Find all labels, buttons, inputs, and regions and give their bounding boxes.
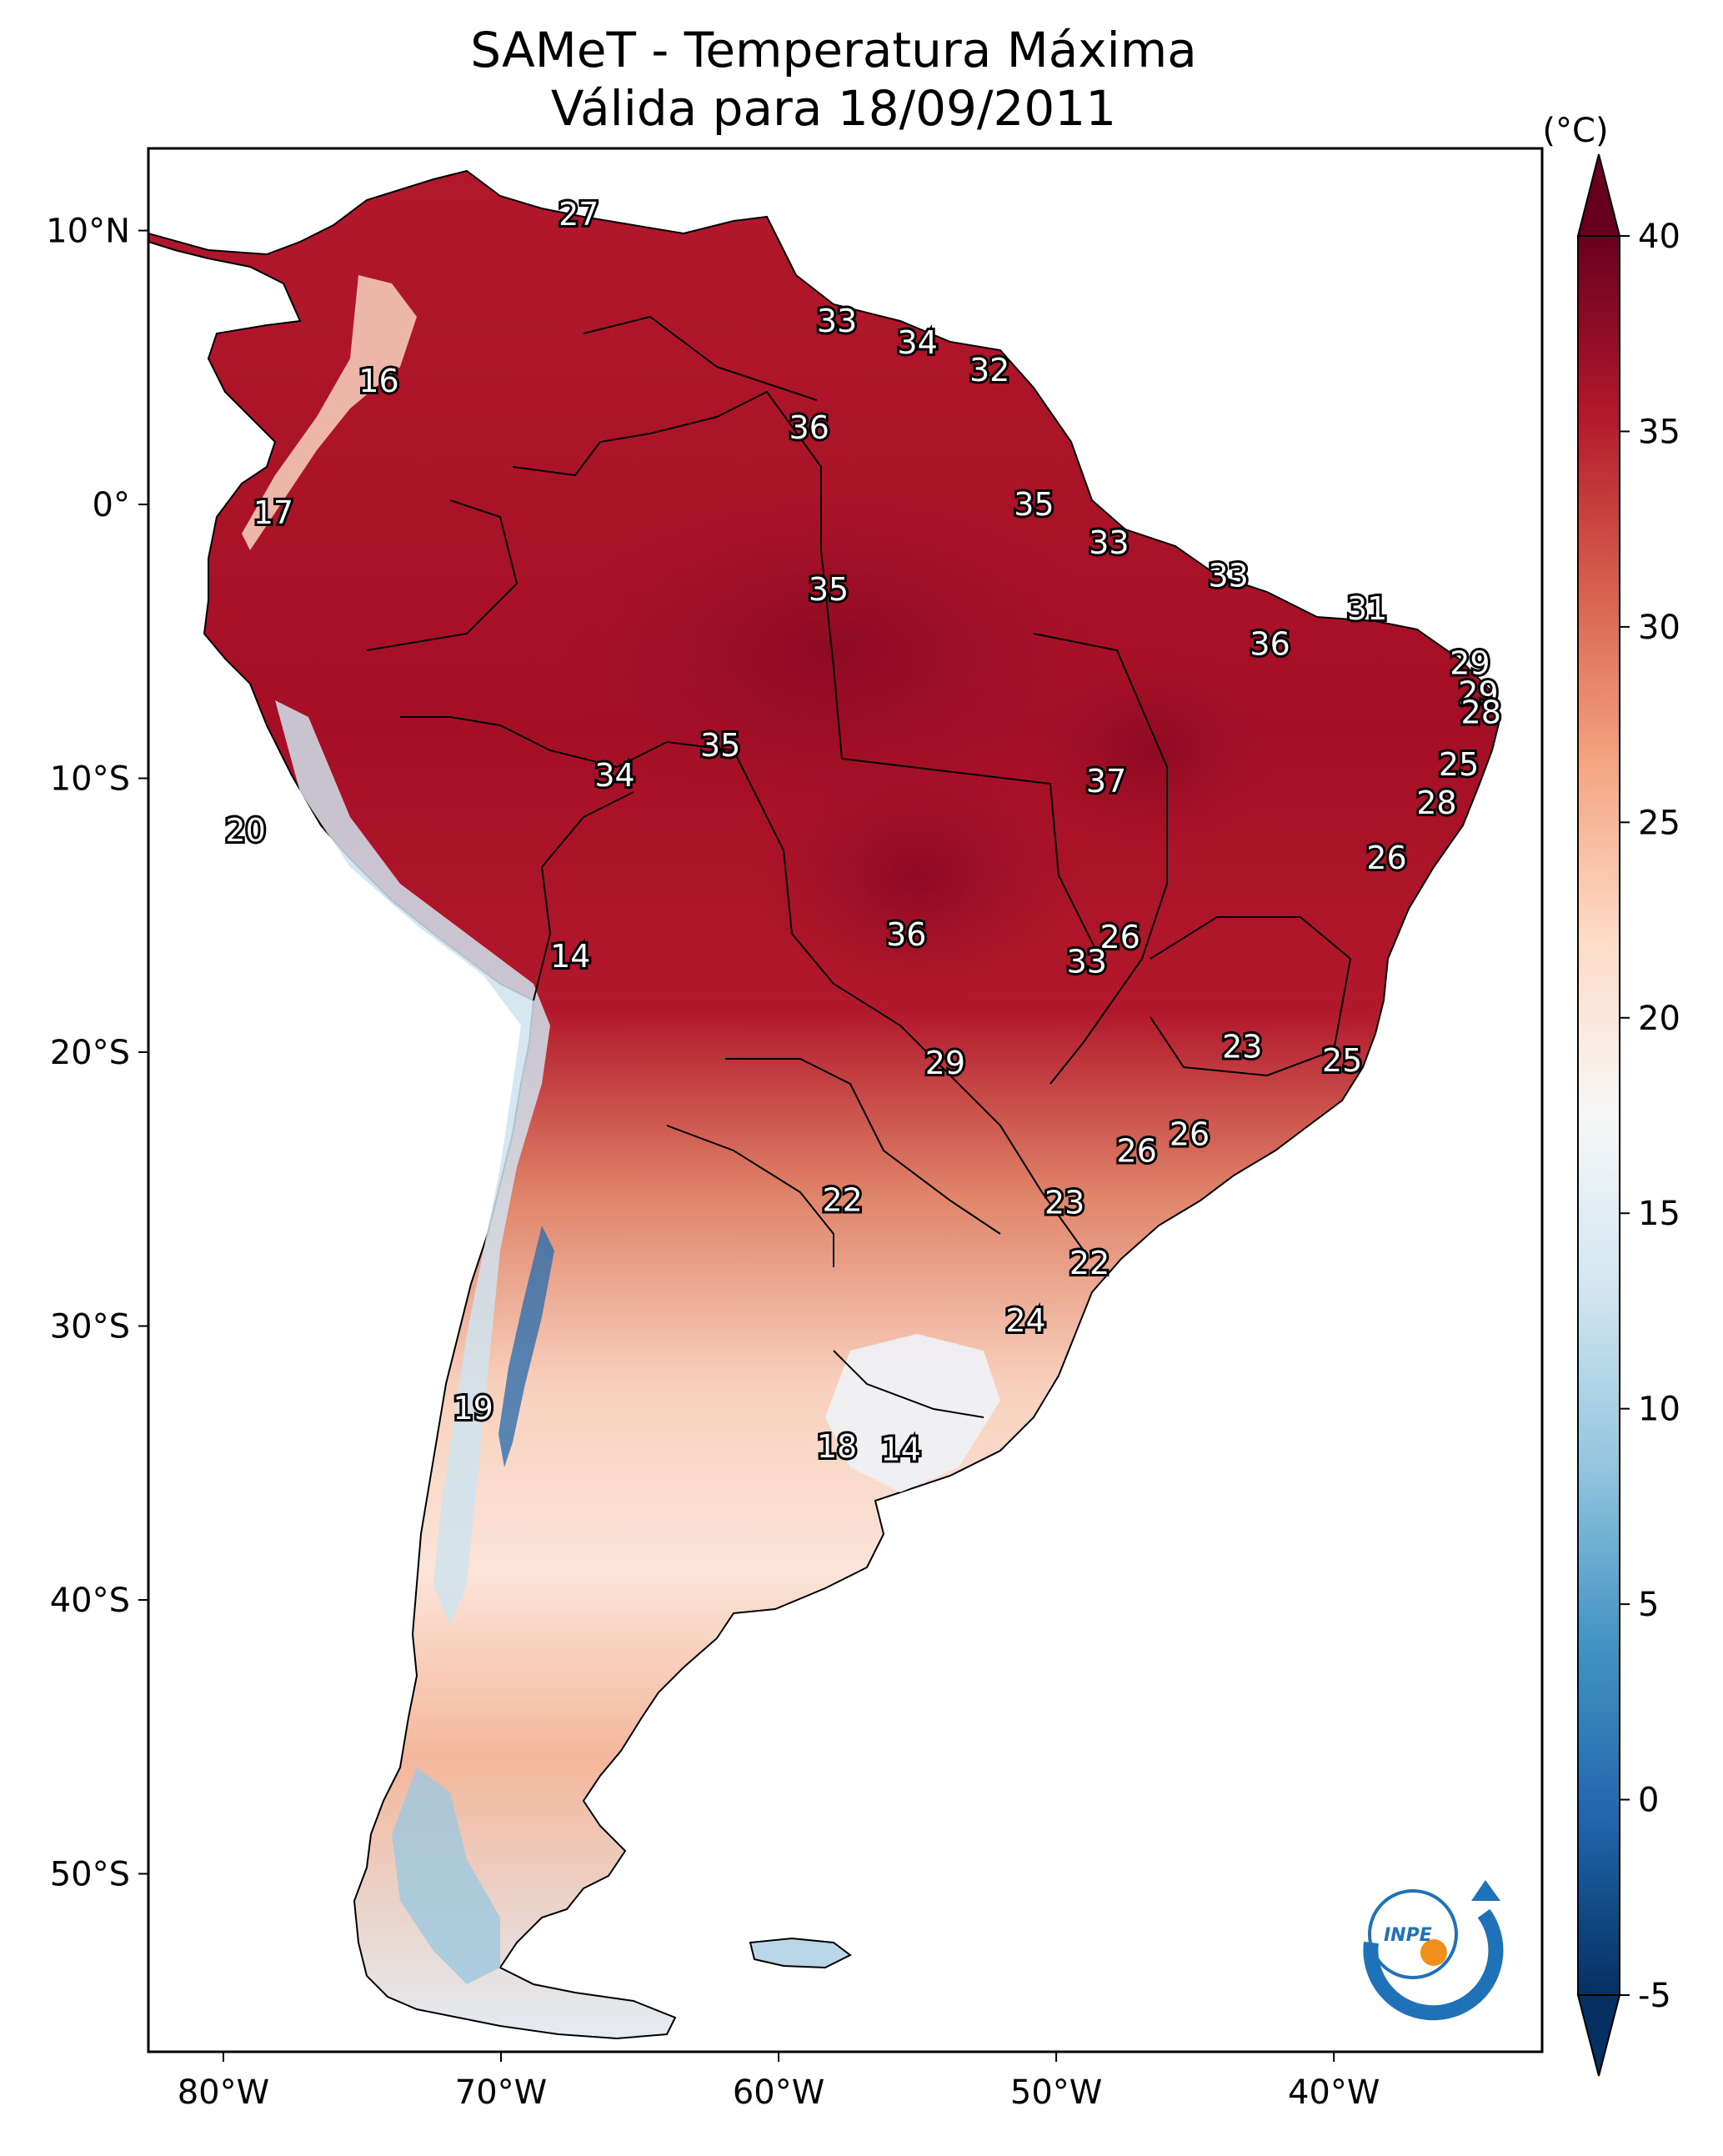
colorbar: (°C) 40 35 30 25 20 15 10 5 0 -5 [1542, 112, 1680, 2077]
contour-label: 23 [1222, 1028, 1262, 1065]
uruguay-cool-area [825, 1334, 1000, 1492]
x-tick-label: 40°W [1288, 2073, 1380, 2112]
y-tick-label: 10°N [46, 213, 130, 251]
south-america-landmass [148, 169, 1502, 2040]
andes-cold-core [498, 1226, 554, 1467]
colorbar-tick-label: 10 [1638, 1391, 1680, 1429]
y-axis-ticks: 10°N 0° 10°S 20°S 30°S 40°S 50°S [46, 213, 148, 1893]
logo-ring-icon [1363, 1908, 1504, 2021]
map-title-line2: Válida para 18/09/2011 [551, 80, 1116, 137]
hot-core-tocantins [1025, 650, 1275, 850]
contour-label: 22 [822, 1181, 862, 1218]
colorbar-tick-label: 0 [1638, 1782, 1659, 1820]
contour-label: 34 [897, 324, 937, 361]
x-tick-label: 70°W [455, 2073, 547, 2112]
inpe-logo: INPE [1363, 1880, 1504, 2021]
logo-text: INPE [1384, 1925, 1432, 1946]
contour-label: 35 [700, 727, 740, 764]
contour-label: 22 [1069, 1245, 1109, 1281]
contour-label: 27 [558, 196, 599, 233]
contour-label: 36 [1250, 626, 1290, 663]
y-tick-label: 50°S [50, 1855, 130, 1893]
andes-cool-band [275, 700, 550, 1626]
colorbar-tick-label: 30 [1638, 609, 1680, 647]
contour-label: 18 [817, 1428, 857, 1465]
contour-label: 33 [1089, 524, 1129, 561]
contour-label: 32 [969, 352, 1009, 389]
contour-label: 28 [1416, 785, 1456, 821]
contour-label: 28 [1461, 694, 1501, 731]
colorbar-tick-label: 5 [1638, 1586, 1659, 1624]
contour-label: 14 [550, 938, 590, 975]
colorbar-tick-label: 35 [1638, 413, 1680, 451]
contour-label: 17 [253, 494, 293, 531]
contour-label: 33 [817, 303, 857, 339]
contour-label: 14 [880, 1431, 920, 1467]
colorbar-unit-label: (°C) [1542, 112, 1608, 150]
patagonia-cool-band [392, 1767, 500, 1984]
colorbar-tick-label: 20 [1638, 1000, 1680, 1038]
colorbar-tick-label: -5 [1638, 1977, 1671, 2015]
contour-label: 33 [1067, 944, 1107, 980]
colorbar-bottom-arrow [1576, 1994, 1621, 2077]
x-tick-label: 80°W [178, 2073, 269, 2112]
contour-label: 26 [1100, 919, 1140, 955]
contour-label: 29 [1450, 645, 1490, 682]
contour-label: 26 [1366, 840, 1406, 876]
contour-label: 34 [594, 757, 634, 794]
contour-label: 16 [358, 363, 398, 399]
contour-label: 29 [925, 1045, 965, 1081]
temperature-field [148, 169, 1502, 2040]
hot-core-amazon [558, 484, 1109, 817]
contour-label: 36 [886, 916, 926, 953]
map-title-line1: SAMeT - Temperatura Máxima [470, 22, 1197, 78]
logo-dot-icon [1420, 1939, 1447, 1966]
contour-label: 26 [1170, 1116, 1210, 1153]
contour-label: 25 [1439, 746, 1479, 783]
colorbar-body [1577, 235, 1620, 1996]
contour-label: 33 [1208, 557, 1248, 594]
contour-label: 35 [1014, 486, 1054, 523]
colorbar-tick-label: 15 [1638, 1195, 1680, 1233]
contour-label: 35 [809, 571, 849, 608]
contour-label: 23 [1044, 1185, 1084, 1221]
y-tick-label: 30°S [50, 1308, 130, 1346]
colorbar-tick-label: 25 [1638, 804, 1680, 842]
x-tick-label: 60°W [733, 2073, 824, 2112]
y-tick-label: 40°S [50, 1582, 130, 1620]
logo-orbit-icon [1368, 1889, 1458, 1979]
logo-arrow-icon [1471, 1880, 1500, 1901]
x-tick-label: 50°W [1010, 2073, 1102, 2112]
contour-label: 31 [1347, 590, 1387, 627]
contour-label: 37 [1086, 763, 1126, 800]
contour-label: 19 [453, 1390, 493, 1426]
y-tick-label: 10°S [50, 760, 130, 799]
x-axis-ticks: 80°W 70°W 60°W 50°W 40°W [178, 2052, 1380, 2112]
contour-label: 24 [1005, 1302, 1045, 1339]
colorbar-ticks: 40 35 30 25 20 15 10 5 0 -5 [1620, 218, 1680, 2015]
country-borders [366, 315, 1352, 1418]
map-frame [147, 147, 1544, 2053]
colombia-cool-band [242, 275, 417, 550]
contour-label: 20 [225, 812, 265, 849]
colorbar-top-arrow [1576, 153, 1621, 237]
hot-core-mato-grosso [750, 750, 1084, 1000]
y-tick-label: 0° [93, 486, 130, 524]
contour-label: 26 [1117, 1132, 1157, 1169]
contour-label: 36 [789, 409, 829, 446]
y-tick-label: 20°S [50, 1034, 130, 1072]
contour-label: 29 [1458, 675, 1498, 712]
map-panel: 80°W 70°W 60°W 50°W 40°W 10°N 0° 10°S 20°S 30°S 4… [46, 147, 1544, 2112]
contour-label: 25 [1322, 1042, 1362, 1079]
colorbar-tick-label: 40 [1638, 218, 1680, 256]
falkland-islands [749, 1937, 852, 1969]
